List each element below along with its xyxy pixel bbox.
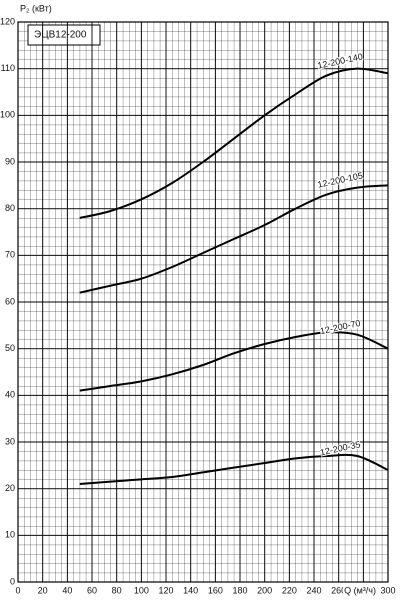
chart-title: ЭЦВ12-200 — [34, 30, 87, 41]
series-label-bg — [319, 318, 362, 336]
x-label-bg — [343, 585, 377, 596]
y-tick-label: 10 — [5, 530, 15, 540]
x-tick-label: 140 — [183, 585, 198, 595]
curve — [79, 453, 389, 485]
x-tick-label: 0 — [15, 585, 20, 595]
x-tick-label: 300 — [380, 585, 395, 595]
x-axis-label: Q (м³/ч) — [344, 585, 376, 595]
x-tick-label: 40 — [62, 585, 72, 595]
x-tick-label: 100 — [134, 585, 149, 595]
curve — [79, 67, 389, 219]
series-label-bg — [319, 440, 362, 457]
x-tick-label: 80 — [112, 585, 122, 595]
y-tick-label: 50 — [5, 343, 15, 353]
y-tick-label: 80 — [5, 203, 15, 213]
series-label-bg — [316, 52, 364, 70]
y-tick-label: 20 — [5, 483, 15, 493]
y-tick-label: 40 — [5, 390, 15, 400]
series-label-bg — [316, 171, 364, 189]
x-tick-label: 120 — [158, 585, 173, 595]
y-tick-label: 110 — [1, 63, 15, 73]
x-tick-label: 220 — [282, 585, 297, 595]
y-tick-label: 0 — [10, 576, 15, 586]
y-tick-label: 60 — [5, 296, 15, 306]
y-tick-label: 120 — [0, 16, 15, 26]
x-tick-label: 20 — [38, 585, 48, 595]
x-tick-label: 260 — [331, 585, 346, 595]
plot-frame — [17, 21, 389, 583]
x-tick-label: 240 — [306, 585, 321, 595]
title-box — [27, 24, 101, 46]
y-axis-label: P₂ (кВт) — [20, 3, 52, 13]
y-tick-label: 90 — [5, 156, 15, 166]
x-tick-label: 180 — [232, 585, 247, 595]
x-tick-label: 160 — [208, 585, 223, 595]
x-tick-label: 200 — [257, 585, 272, 595]
x-tick-label: 60 — [87, 585, 97, 595]
y-tick-label: 100 — [0, 110, 15, 120]
y-tick-label: 70 — [5, 250, 15, 260]
y-tick-label: 30 — [5, 436, 15, 446]
curve — [79, 184, 389, 294]
